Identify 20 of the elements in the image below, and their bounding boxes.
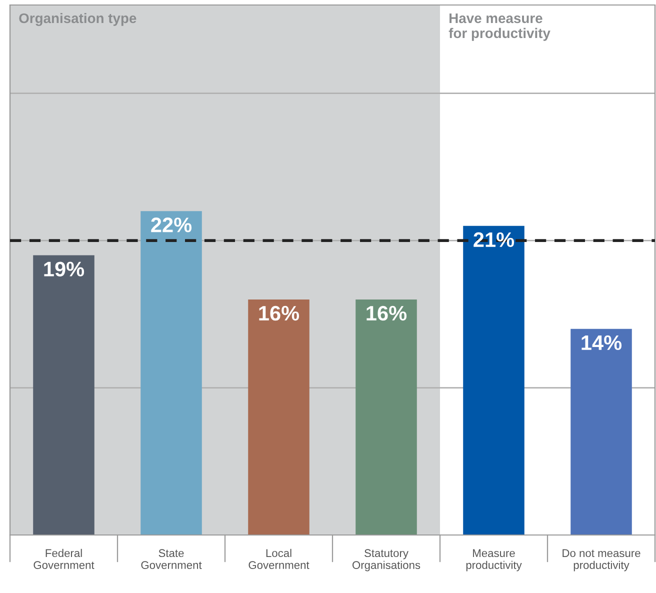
x-tick-label: Federal Government	[34, 548, 94, 570]
x-tick-label: Local Government	[248, 548, 310, 570]
data-label: 16%	[259, 306, 300, 321]
bar	[248, 299, 310, 535]
bar	[356, 299, 417, 535]
bar	[463, 226, 524, 535]
bar	[140, 211, 202, 535]
bar	[33, 255, 94, 535]
data-label: 19%	[44, 262, 84, 276]
x-tick-label: Statutory Organisations	[352, 549, 420, 572]
annotation: Have measure for productivity	[448, 13, 550, 41]
x-tick-label: Measure productivity	[466, 549, 522, 572]
data-label: 14%	[582, 335, 622, 350]
data-label: 22%	[151, 218, 192, 232]
data-label: 21%	[474, 232, 514, 247]
bar	[570, 328, 632, 535]
x-tick-label: State Government	[141, 549, 202, 570]
data-label: 16%	[366, 306, 407, 321]
x-tick-label: Do not measure productivity	[562, 549, 640, 572]
band-label: Organisation type	[19, 12, 136, 26]
